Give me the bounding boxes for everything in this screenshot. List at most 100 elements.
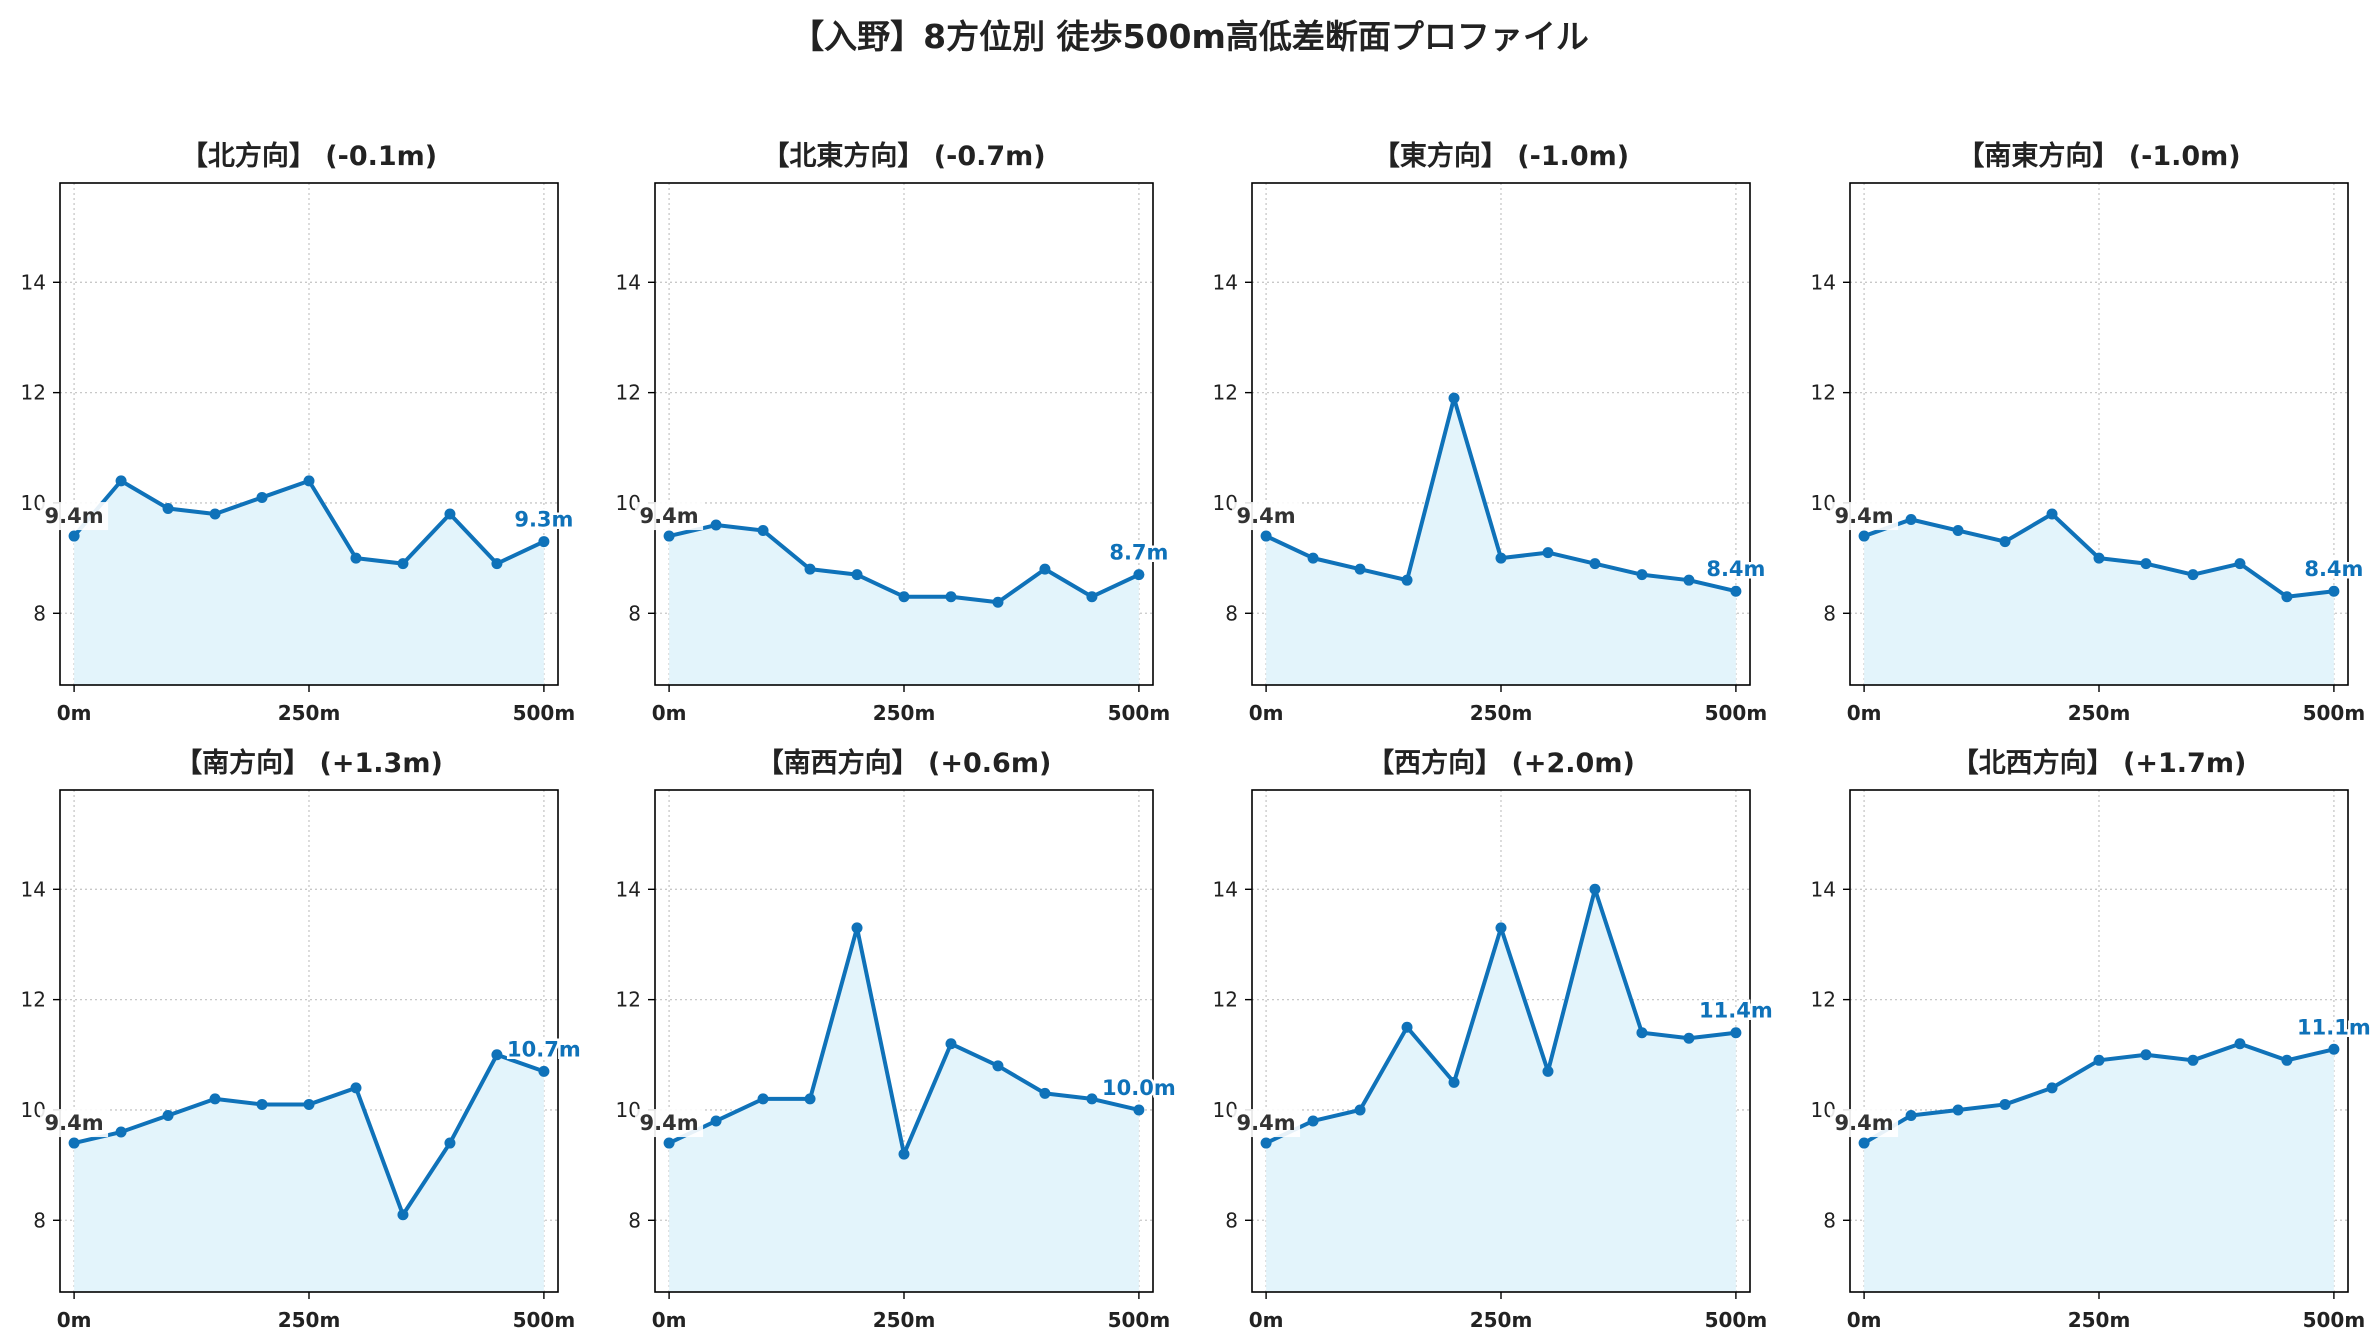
start-value-label: 9.4m — [1835, 504, 1894, 528]
x-tick-label: 0m — [1249, 701, 1284, 725]
data-point — [350, 1082, 362, 1094]
data-point — [1448, 1076, 1460, 1088]
data-point — [1039, 1087, 1051, 1099]
data-point — [2281, 591, 2293, 603]
x-tick-label: 500m — [1705, 701, 1768, 725]
end-value-label: 9.3m — [514, 508, 573, 532]
subplot-title: 【南東方向】 (-1.0m) — [1957, 140, 2240, 172]
data-point — [1952, 525, 1964, 537]
data-point — [1905, 1109, 1917, 1121]
data-point — [1133, 569, 1145, 581]
area-fill — [1864, 513, 2334, 685]
x-tick-label: 250m — [2068, 701, 2131, 725]
start-value-label: 9.4m — [640, 504, 699, 528]
y-tick-label: 8 — [628, 1208, 641, 1232]
data-point — [491, 1049, 503, 1061]
start-label-bg — [635, 1109, 704, 1138]
data-point — [397, 558, 409, 570]
y-tick-label: 14 — [1811, 877, 1836, 901]
y-tick-label: 14 — [616, 877, 641, 901]
y-tick-label: 12 — [21, 988, 46, 1012]
end-value-label: 8.4m — [2304, 557, 2363, 581]
data-point — [757, 1093, 769, 1105]
data-point — [1952, 1104, 1964, 1116]
x-tick-label: 250m — [2068, 1308, 2131, 1332]
data-point — [444, 1137, 456, 1149]
y-tick-label: 12 — [1213, 381, 1238, 405]
y-tick-label: 14 — [21, 877, 46, 901]
data-point — [2281, 1054, 2293, 1066]
y-tick-label: 14 — [1213, 877, 1238, 901]
data-point — [851, 569, 863, 581]
data-point — [538, 1065, 550, 1077]
data-point — [2234, 1038, 2246, 1050]
data-point — [2093, 552, 2105, 564]
start-label-bg — [40, 502, 109, 531]
data-point — [1999, 1098, 2011, 1110]
data-point — [2187, 569, 2199, 581]
data-point — [710, 1115, 722, 1127]
data-point — [1307, 552, 1319, 564]
y-tick-label: 12 — [1811, 381, 1836, 405]
x-tick-label: 250m — [873, 701, 936, 725]
data-point — [444, 508, 456, 520]
data-point — [1495, 922, 1507, 934]
x-tick-label: 250m — [1470, 701, 1533, 725]
data-point — [1730, 585, 1742, 597]
subplot-title: 【南西方向】 (+0.6m) — [757, 747, 1052, 779]
data-point — [1401, 1021, 1413, 1033]
data-point — [945, 591, 957, 603]
subplot-title: 【南方向】 (+1.3m) — [175, 747, 443, 779]
start-value-label: 9.4m — [640, 1111, 699, 1135]
data-point — [1730, 1027, 1742, 1039]
start-label-bg — [40, 1109, 109, 1138]
data-point — [491, 558, 503, 570]
data-point — [710, 519, 722, 531]
data-point — [2046, 1082, 2058, 1094]
end-value-label: 10.0m — [1102, 1076, 1176, 1100]
data-point — [1683, 1032, 1695, 1044]
data-point — [1260, 1137, 1272, 1149]
start-value-label: 9.4m — [1237, 504, 1296, 528]
data-point — [1086, 591, 1098, 603]
x-tick-label: 500m — [1108, 1308, 1171, 1332]
x-tick-label: 500m — [1705, 1308, 1768, 1332]
data-point — [1589, 558, 1601, 570]
x-tick-label: 500m — [2303, 1308, 2366, 1332]
y-tick-label: 12 — [21, 381, 46, 405]
data-point — [68, 530, 80, 542]
y-tick-label: 8 — [1225, 1208, 1238, 1232]
data-point — [1999, 536, 2011, 548]
data-point — [992, 596, 1004, 608]
end-value-label: 11.1m — [2297, 1015, 2371, 1039]
subplot-title: 【西方向】 (+2.0m) — [1367, 747, 1635, 779]
data-point — [1448, 392, 1460, 404]
y-tick-label: 14 — [21, 270, 46, 294]
data-point — [538, 536, 550, 548]
start-value-label: 9.4m — [1237, 1111, 1296, 1135]
data-point — [162, 502, 174, 514]
y-tick-label: 12 — [616, 988, 641, 1012]
subplot-title: 【北方向】 (-0.1m) — [181, 140, 437, 172]
y-tick-label: 8 — [1225, 601, 1238, 625]
area-fill — [669, 927, 1139, 1292]
x-tick-label: 0m — [1847, 701, 1882, 725]
x-tick-label: 500m — [513, 1308, 576, 1332]
data-point — [1307, 1115, 1319, 1127]
area-fill — [669, 525, 1139, 685]
data-point — [2328, 585, 2340, 597]
subplot-title: 【北東方向】 (-0.7m) — [762, 140, 1045, 172]
end-value-label: 11.4m — [1699, 999, 1773, 1023]
x-tick-label: 500m — [513, 701, 576, 725]
data-point — [1636, 569, 1648, 581]
start-label-bg — [635, 502, 704, 531]
y-tick-label: 14 — [616, 270, 641, 294]
data-point — [303, 1098, 315, 1110]
x-tick-label: 250m — [1470, 1308, 1533, 1332]
data-point — [1858, 530, 1870, 542]
data-point — [256, 1098, 268, 1110]
data-point — [945, 1038, 957, 1050]
